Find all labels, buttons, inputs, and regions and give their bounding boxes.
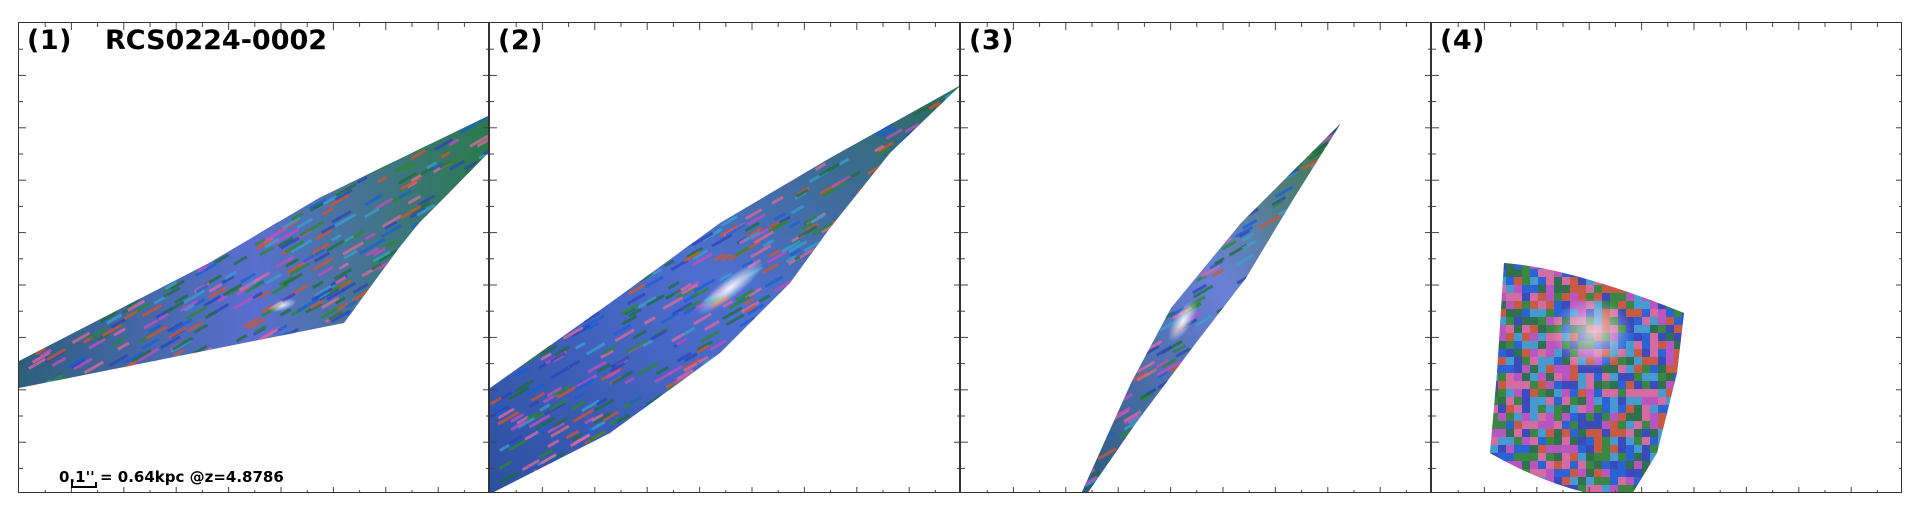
source-reconstruction xyxy=(1432,23,1901,492)
panel-2: (2) xyxy=(489,22,960,493)
panel-1: (1) RCS0224-0002 0.1'' = 0.64kpc @z=4.87… xyxy=(18,22,489,493)
panel-label: (2) xyxy=(498,25,543,56)
lensed-image-2 xyxy=(490,23,959,492)
scale-caption: 0.1'' = 0.64kpc @z=4.8786 xyxy=(59,468,284,486)
lensed-image-1 xyxy=(19,23,488,492)
panel-label: (4) xyxy=(1440,25,1485,56)
object-title: RCS0224-0002 xyxy=(105,25,328,56)
lensed-image-3 xyxy=(961,23,1430,492)
panel-4: (4) xyxy=(1431,22,1902,493)
panel-3: (3) xyxy=(960,22,1431,493)
panel-label: (3) xyxy=(969,25,1014,56)
scale-bar xyxy=(71,482,97,488)
panel-label: (1) xyxy=(27,25,72,56)
